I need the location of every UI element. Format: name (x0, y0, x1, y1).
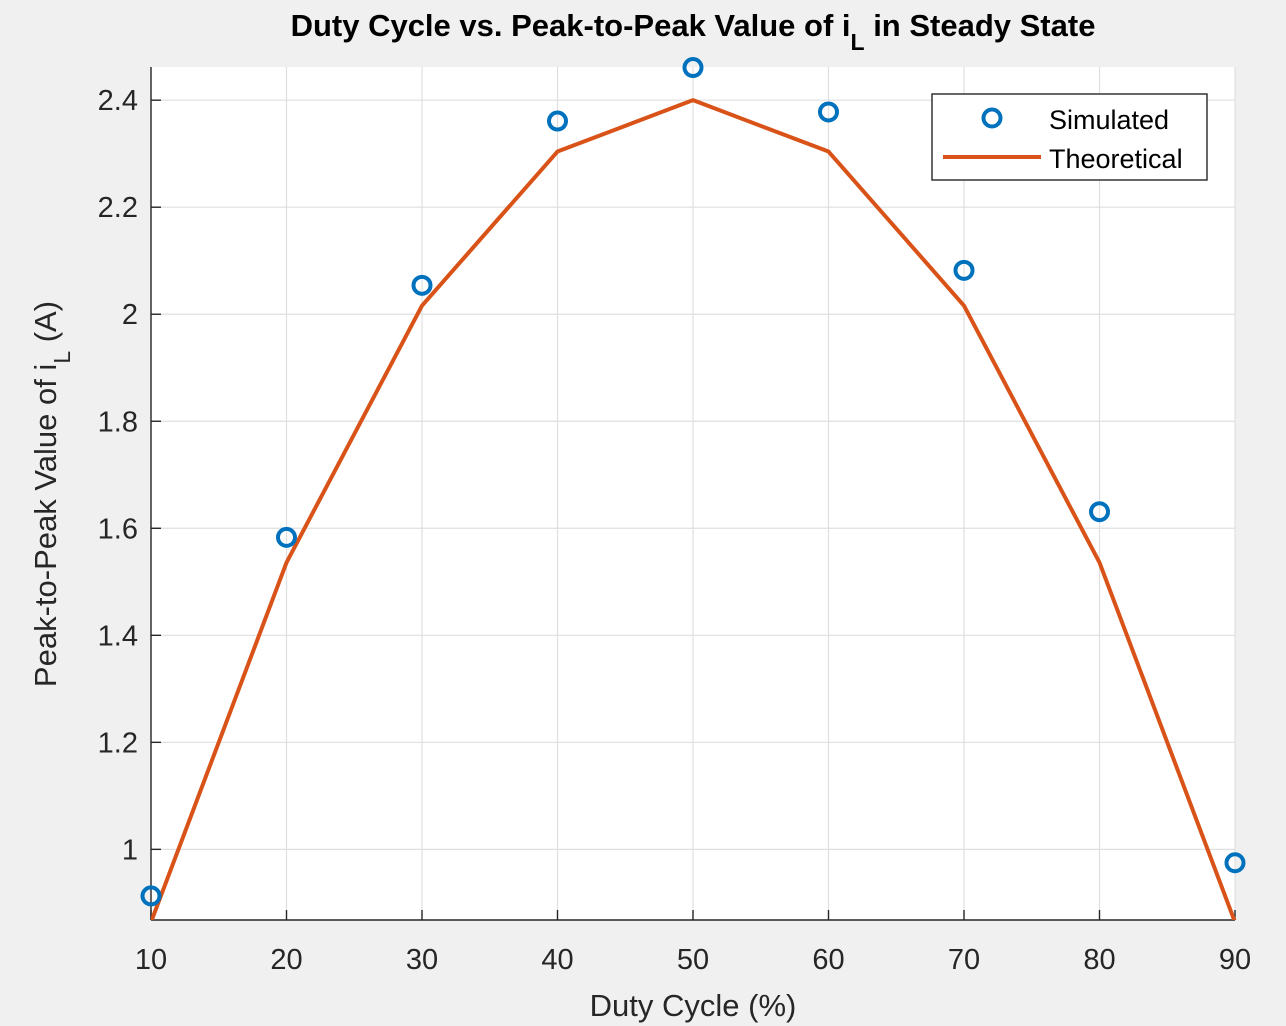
legend-box (931, 93, 1208, 181)
x-tick-label: 70 (948, 944, 980, 976)
y-tick-label: 2.2 (98, 192, 138, 224)
y-tick-label: 2 (122, 299, 138, 331)
y-tick-label: 1.8 (98, 406, 138, 438)
title-tail: in Steady State (865, 8, 1096, 43)
ylabel-tail: (A) (28, 301, 63, 351)
simulated-point (276, 526, 297, 548)
x-tick-label: 40 (541, 944, 573, 976)
y-tick-label: 2.4 (98, 85, 138, 117)
simulated-point (547, 110, 568, 132)
ylabel-subscript: L (49, 351, 75, 364)
legend-theoretical-label: Theoretical (1049, 144, 1183, 174)
x-tick-label: 50 (677, 944, 709, 976)
x-axis-label: Duty Cycle (%) (590, 988, 797, 1023)
ylabel-main: Peak-to-Peak Value of i (28, 364, 63, 687)
simulated-point (682, 57, 704, 79)
x-tick-label: 60 (812, 944, 844, 976)
x-tick-label: 20 (270, 944, 302, 976)
legend-simulated-label: Simulated (1049, 105, 1169, 135)
simulated-point (1224, 852, 1246, 874)
simulated-point (140, 885, 162, 907)
grid (150, 67, 1236, 920)
simulated-point (953, 259, 975, 281)
legend-simulated-marker (981, 107, 1003, 129)
chart-title: Duty Cycle vs. Peak-to-Peak Value of iL … (291, 8, 1096, 55)
title-main: Duty Cycle vs. Peak-to-Peak Value of i (291, 8, 851, 43)
y-tick-label: 1.2 (98, 727, 138, 759)
y-axis-label: Peak-to-Peak Value of iL (A) (28, 301, 75, 687)
x-tick-label: 10 (135, 944, 167, 976)
simulated-point (411, 274, 433, 296)
x-tick-label: 30 (406, 944, 438, 976)
simulated-point (1089, 501, 1110, 523)
y-tick-label: 1.4 (98, 620, 138, 652)
axes: 10 20 30 40 50 60 70 80 90 1 1.2 1.4 1.6 1.8 2 2.2 2.4 (98, 57, 1251, 976)
ticks: 10 20 30 40 50 60 70 80 90 1 1.2 1.4 1.6 1.8 2 2.2 2.4 (98, 85, 1251, 976)
y-tick-label: 1.6 (98, 513, 138, 545)
theoretical-line (151, 98, 1237, 920)
legend: Simulated Theoretical (931, 93, 1208, 181)
title-subscript: L (851, 29, 865, 55)
simulated-point (818, 101, 839, 123)
x-tick-label: 80 (1083, 944, 1115, 976)
x-tick-label: 90 (1219, 944, 1251, 976)
series (140, 57, 1246, 920)
y-tick-label: 1 (122, 834, 138, 866)
